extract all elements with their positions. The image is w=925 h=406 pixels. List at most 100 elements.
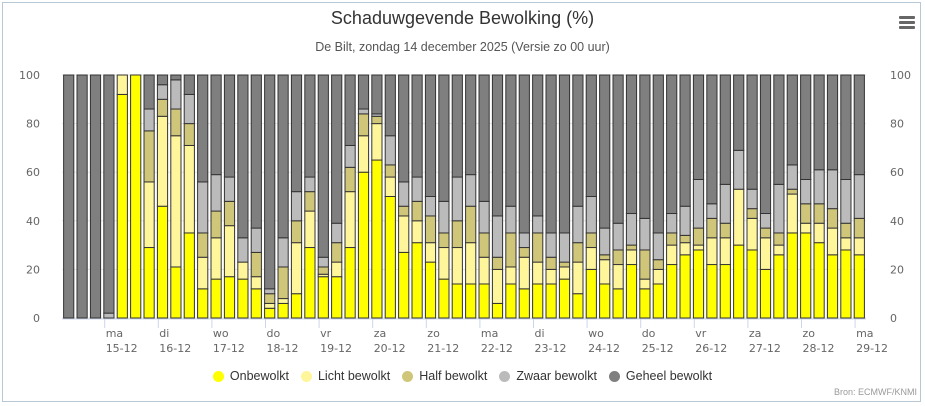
bar-segment-licht-bewolkt[interactable] xyxy=(170,135,182,268)
bar-stack[interactable] xyxy=(558,74,571,319)
bar-segment-half-bewolkt[interactable] xyxy=(692,227,705,246)
bar-segment-onbewolkt[interactable] xyxy=(733,244,745,319)
bar-segment-half-bewolkt[interactable] xyxy=(840,222,852,239)
bar-segment-onbewolkt[interactable] xyxy=(183,232,195,319)
bar-segment-half-bewolkt[interactable] xyxy=(438,232,450,249)
bar-segment-licht-bewolkt[interactable] xyxy=(451,247,463,285)
bar-segment-geheel-bewolkt[interactable] xyxy=(532,74,544,217)
bar-segment-zwaar-bewolkt[interactable] xyxy=(210,174,222,212)
bar-segment-half-bewolkt[interactable] xyxy=(304,191,316,212)
bar-segment-geheel-bewolkt[interactable] xyxy=(545,74,557,234)
bar-segment-licht-bewolkt[interactable] xyxy=(344,191,356,249)
bar-segment-half-bewolkt[interactable] xyxy=(250,251,262,278)
bar-segment-geheel-bewolkt[interactable] xyxy=(331,74,343,224)
bar-segment-half-bewolkt[interactable] xyxy=(826,208,839,229)
bar-segment-zwaar-bewolkt[interactable] xyxy=(290,191,303,222)
bar-segment-onbewolkt[interactable] xyxy=(599,283,611,319)
bar-stack[interactable] xyxy=(76,74,88,319)
bar-stack[interactable] xyxy=(317,74,329,319)
bar-segment-half-bewolkt[interactable] xyxy=(384,164,396,178)
bar-segment-licht-bewolkt[interactable] xyxy=(398,215,410,253)
bar-segment-geheel-bewolkt[interactable] xyxy=(143,74,155,110)
bar-segment-half-bewolkt[interactable] xyxy=(357,113,370,137)
bar-stack[interactable] xyxy=(826,74,839,319)
bar-stack[interactable] xyxy=(223,74,236,319)
bar-segment-geheel-bewolkt[interactable] xyxy=(290,74,303,193)
bar-segment-onbewolkt[interactable] xyxy=(465,283,477,319)
bar-segment-licht-bewolkt[interactable] xyxy=(746,217,758,251)
bar-stack[interactable] xyxy=(143,74,155,319)
bar-segment-licht-bewolkt[interactable] xyxy=(264,302,276,309)
bar-segment-licht-bewolkt[interactable] xyxy=(840,237,852,251)
bar-segment-onbewolkt[interactable] xyxy=(210,278,222,319)
bar-segment-half-bewolkt[interactable] xyxy=(599,254,611,261)
bar-segment-geheel-bewolkt[interactable] xyxy=(451,74,463,178)
bar-segment-licht-bewolkt[interactable] xyxy=(331,261,343,278)
bar-segment-half-bewolkt[interactable] xyxy=(344,166,356,193)
bar-segment-zwaar-bewolkt[interactable] xyxy=(304,176,316,193)
bar-stack[interactable] xyxy=(170,74,182,319)
bar-stack[interactable] xyxy=(89,74,102,319)
bar-segment-geheel-bewolkt[interactable] xyxy=(759,74,772,215)
bar-segment-onbewolkt[interactable] xyxy=(746,249,758,319)
bar-segment-licht-bewolkt[interactable] xyxy=(853,237,865,256)
bar-stack[interactable] xyxy=(290,74,303,319)
bar-segment-geheel-bewolkt[interactable] xyxy=(599,74,611,229)
bar-segment-zwaar-bewolkt[interactable] xyxy=(223,176,236,202)
bar-segment-geheel-bewolkt[interactable] xyxy=(558,74,571,234)
bar-segment-zwaar-bewolkt[interactable] xyxy=(572,205,584,244)
bar-segment-onbewolkt[interactable] xyxy=(156,205,169,319)
bar-stack[interactable] xyxy=(210,74,222,319)
bar-segment-licht-bewolkt[interactable] xyxy=(371,123,383,161)
bar-segment-onbewolkt[interactable] xyxy=(518,288,530,319)
bar-segment-onbewolkt[interactable] xyxy=(759,268,772,319)
bar-stack[interactable] xyxy=(853,74,865,319)
bar-stack[interactable] xyxy=(398,74,410,319)
bar-segment-half-bewolkt[interactable] xyxy=(223,200,236,227)
bar-segment-zwaar-bewolkt[interactable] xyxy=(183,93,195,125)
bar-segment-licht-bewolkt[interactable] xyxy=(759,237,772,270)
bar-segment-zwaar-bewolkt[interactable] xyxy=(759,213,772,229)
bar-segment-onbewolkt[interactable] xyxy=(371,159,383,319)
bar-segment-geheel-bewolkt[interactable] xyxy=(625,74,638,215)
bar-segment-onbewolkt[interactable] xyxy=(223,276,236,319)
bar-segment-onbewolkt[interactable] xyxy=(639,288,651,319)
bar-stack[interactable] xyxy=(612,74,624,319)
bar-segment-half-bewolkt[interactable] xyxy=(465,205,477,244)
bar-segment-geheel-bewolkt[interactable] xyxy=(237,74,249,239)
bar-stack[interactable] xyxy=(518,74,530,319)
bar-segment-half-bewolkt[interactable] xyxy=(170,108,182,137)
bar-stack[interactable] xyxy=(599,74,611,319)
bar-segment-licht-bewolkt[interactable] xyxy=(545,268,557,285)
bar-segment-half-bewolkt[interactable] xyxy=(518,247,530,258)
bar-segment-zwaar-bewolkt[interactable] xyxy=(424,196,437,217)
bar-segment-geheel-bewolkt[interactable] xyxy=(384,74,396,137)
bar-segment-geheel-bewolkt[interactable] xyxy=(438,74,450,202)
bar-segment-onbewolkt[interactable] xyxy=(197,288,209,319)
bar-segment-onbewolkt[interactable] xyxy=(424,261,437,319)
bar-segment-licht-bewolkt[interactable] xyxy=(411,220,423,244)
bar-segment-geheel-bewolkt[interactable] xyxy=(63,74,75,319)
bar-segment-onbewolkt[interactable] xyxy=(344,247,356,319)
bar-segment-licht-bewolkt[interactable] xyxy=(357,135,370,173)
bar-segment-licht-bewolkt[interactable] xyxy=(612,264,624,290)
bar-segment-onbewolkt[interactable] xyxy=(411,242,423,319)
bar-segment-geheel-bewolkt[interactable] xyxy=(639,74,651,219)
bar-segment-half-bewolkt[interactable] xyxy=(679,234,691,244)
legend-item-geheel-bewolkt[interactable]: Geheel bewolkt xyxy=(608,369,712,383)
bar-segment-licht-bewolkt[interactable] xyxy=(197,256,209,290)
bar-segment-onbewolkt[interactable] xyxy=(786,232,798,319)
bar-segment-half-bewolkt[interactable] xyxy=(800,203,812,224)
bar-segment-geheel-bewolkt[interactable] xyxy=(518,74,530,234)
bar-segment-half-bewolkt[interactable] xyxy=(545,256,557,270)
bar-segment-geheel-bewolkt[interactable] xyxy=(304,74,316,178)
bar-segment-geheel-bewolkt[interactable] xyxy=(679,74,691,207)
bar-stack[interactable] xyxy=(746,74,758,319)
bar-segment-licht-bewolkt[interactable] xyxy=(813,222,825,244)
bar-segment-half-bewolkt[interactable] xyxy=(331,242,343,263)
bar-segment-licht-bewolkt[interactable] xyxy=(692,244,705,251)
bar-segment-half-bewolkt[interactable] xyxy=(532,232,544,263)
hamburger-menu-icon[interactable] xyxy=(899,16,915,30)
legend-item-half-bewolkt[interactable]: Half bewolkt xyxy=(402,369,487,383)
bar-stack[interactable] xyxy=(666,74,678,319)
